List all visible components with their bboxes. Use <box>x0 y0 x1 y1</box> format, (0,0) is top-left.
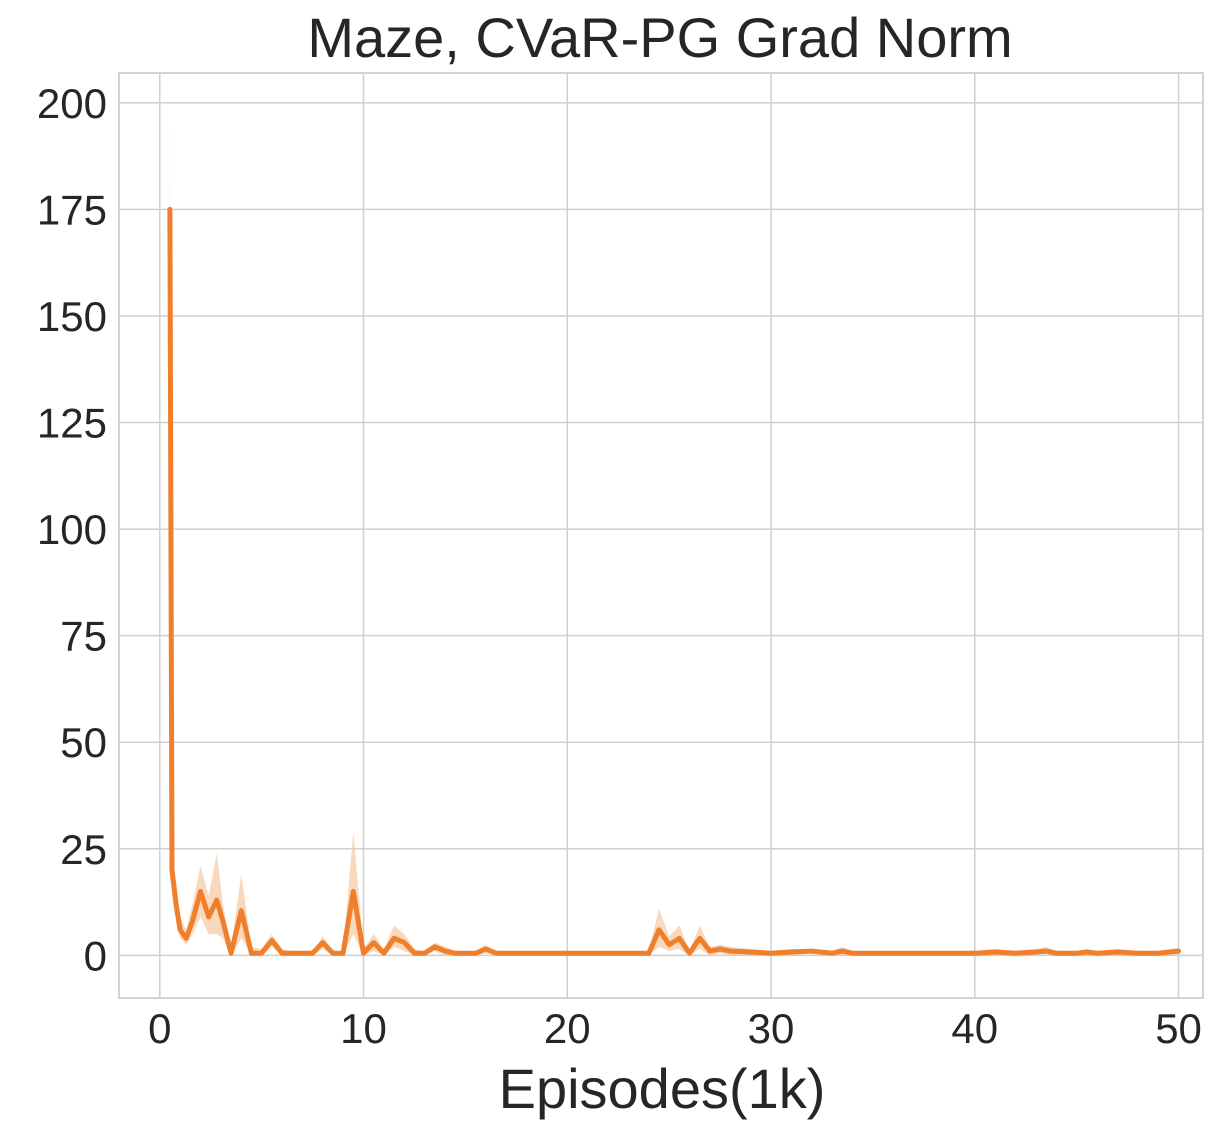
confidence-band <box>169 111 1179 956</box>
y-tick-label: 150 <box>37 293 107 340</box>
series-band <box>169 111 1179 956</box>
plot-frame <box>118 72 1204 999</box>
x-axis-label: Episodes(1k) <box>499 1057 826 1120</box>
x-tick-label: 40 <box>951 1005 998 1052</box>
y-tick-label: 125 <box>37 400 107 447</box>
y-tick-label: 175 <box>37 186 107 233</box>
y-tick-label: 100 <box>37 506 107 553</box>
x-tick-label: 20 <box>544 1005 591 1052</box>
y-tick-label: 0 <box>84 932 107 979</box>
x-tick-label: 30 <box>748 1005 795 1052</box>
x-tick-labels: 0 10 20 30 40 50 <box>148 1005 1202 1052</box>
y-tick-label: 200 <box>37 80 107 127</box>
series-polyline <box>167 206 1181 956</box>
grid-lines <box>119 73 1203 998</box>
series-line <box>167 206 1181 956</box>
y-tick-labels: 0 25 50 75 100 125 150 175 200 <box>37 80 107 980</box>
x-tick-label: 50 <box>1155 1005 1202 1052</box>
y-tick-label: 25 <box>60 826 107 873</box>
y-tick-label: 50 <box>60 719 107 766</box>
y-tick-label: 75 <box>60 613 107 660</box>
x-tick-label: 0 <box>148 1005 171 1052</box>
x-tick-label: 10 <box>340 1005 387 1052</box>
chart-title: Maze, CVaR-PG Grad Norm <box>307 6 1012 69</box>
